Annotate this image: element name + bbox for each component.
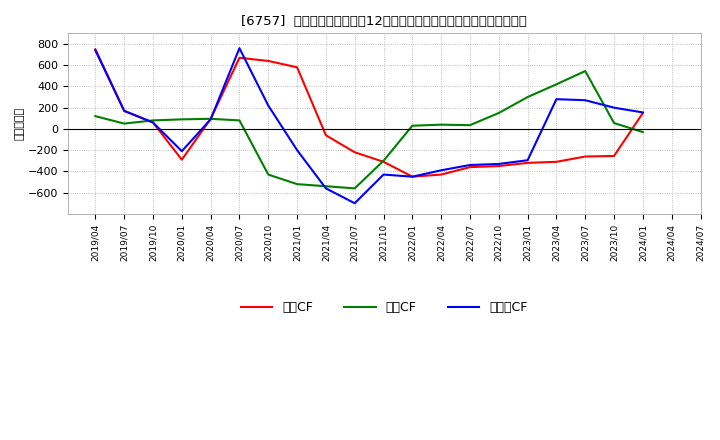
営業CF	[639, 110, 647, 116]
フリーCF	[264, 103, 273, 108]
投資CF	[581, 68, 590, 73]
フリーCF	[351, 201, 359, 206]
フリーCF	[639, 110, 647, 115]
営業CF	[552, 159, 561, 165]
フリーCF	[120, 108, 128, 114]
フリーCF	[293, 147, 302, 153]
営業CF	[264, 59, 273, 64]
営業CF	[379, 159, 388, 165]
フリーCF	[322, 186, 330, 191]
Line: 営業CF: 営業CF	[95, 49, 643, 177]
投資CF	[610, 121, 618, 126]
フリーCF	[178, 149, 186, 154]
営業CF	[149, 120, 158, 125]
営業CF	[178, 157, 186, 162]
フリーCF	[610, 105, 618, 110]
投資CF	[149, 118, 158, 123]
投資CF	[523, 95, 532, 100]
営業CF	[408, 174, 417, 180]
営業CF	[91, 47, 99, 52]
フリーCF	[437, 168, 446, 173]
Line: フリーCF: フリーCF	[95, 48, 643, 203]
フリーCF	[581, 98, 590, 103]
フリーCF	[149, 120, 158, 125]
Line: 投資CF: 投資CF	[95, 71, 643, 188]
営業CF	[495, 163, 503, 169]
フリーCF	[466, 162, 474, 168]
投資CF	[552, 82, 561, 87]
フリーCF	[207, 117, 215, 122]
投資CF	[322, 183, 330, 189]
フリーCF	[552, 96, 561, 102]
投資CF	[639, 129, 647, 135]
営業CF	[120, 108, 128, 114]
営業CF	[610, 154, 618, 159]
フリーCF	[523, 158, 532, 163]
営業CF	[351, 150, 359, 155]
投資CF	[120, 121, 128, 126]
投資CF	[379, 158, 388, 163]
営業CF	[437, 172, 446, 177]
投資CF	[207, 116, 215, 121]
投資CF	[235, 118, 244, 123]
投資CF	[293, 181, 302, 187]
投資CF	[351, 186, 359, 191]
投資CF	[408, 123, 417, 128]
営業CF	[293, 65, 302, 70]
投資CF	[437, 122, 446, 127]
Title: [6757]  キャッシュフローの12か月移動合計の対前年同期増減額の推移: [6757] キャッシュフローの12か月移動合計の対前年同期増減額の推移	[241, 15, 527, 28]
営業CF	[466, 165, 474, 170]
フリーCF	[379, 172, 388, 177]
営業CF	[207, 116, 215, 121]
投資CF	[495, 110, 503, 116]
営業CF	[523, 160, 532, 165]
フリーCF	[91, 48, 99, 53]
営業CF	[322, 132, 330, 138]
フリーCF	[495, 161, 503, 167]
Y-axis label: （百万円）: （百万円）	[15, 107, 25, 140]
フリーCF	[235, 46, 244, 51]
投資CF	[91, 114, 99, 119]
営業CF	[235, 55, 244, 60]
Legend: 営業CF, 投資CF, フリーCF: 営業CF, 投資CF, フリーCF	[236, 296, 532, 319]
投資CF	[264, 172, 273, 177]
フリーCF	[408, 174, 417, 180]
投資CF	[178, 117, 186, 122]
投資CF	[466, 123, 474, 128]
営業CF	[581, 154, 590, 159]
